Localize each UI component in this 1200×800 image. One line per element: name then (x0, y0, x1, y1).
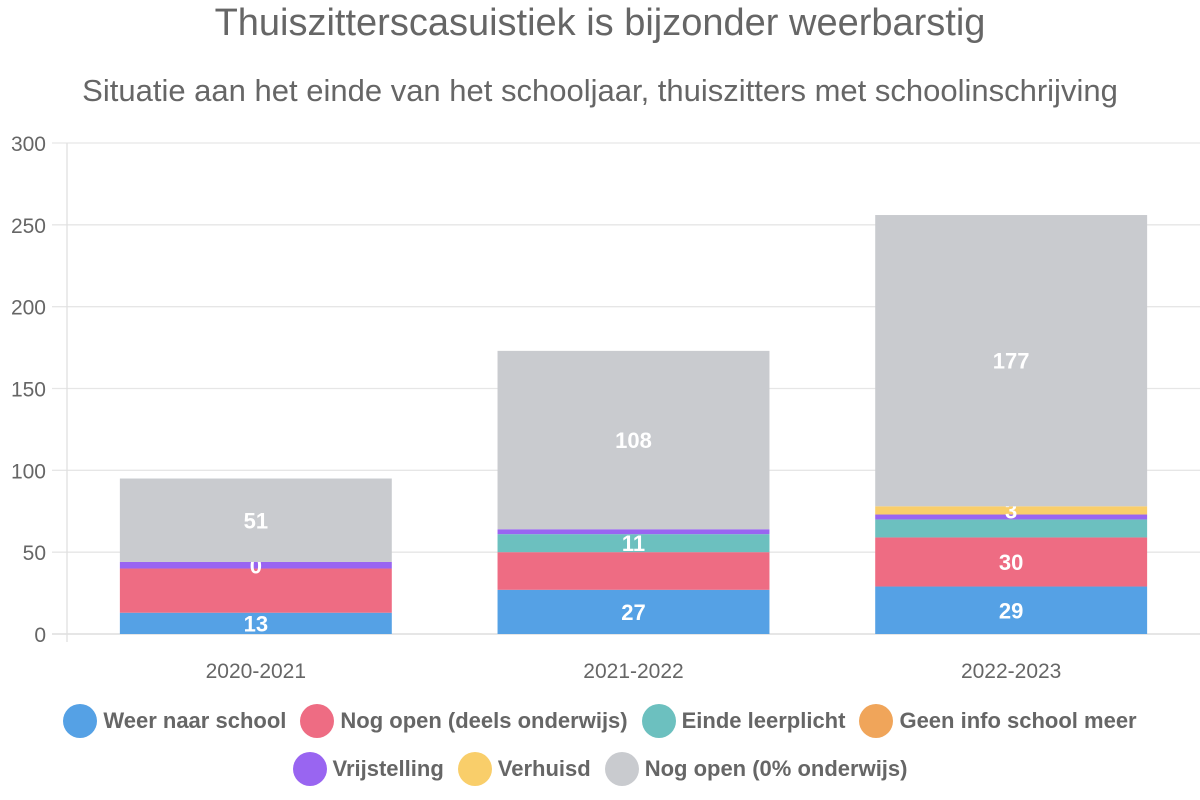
legend-row-1: Weer naar school Nog open (deels onderwi… (0, 704, 1200, 738)
data-label: 30 (999, 550, 1023, 575)
legend-item-nog-open-deels[interactable]: Nog open (deels onderwijs) (300, 704, 628, 738)
chart-title: Thuiszitterscasuistiek is bijzonder weer… (214, 2, 986, 44)
y-tick-label: 200 (11, 297, 46, 320)
data-label: 11 (622, 531, 645, 556)
bar-segment (875, 537, 1148, 587)
bar-segment (875, 519, 1148, 538)
legend-label: Nog open (0% onderwijs) (644, 756, 908, 781)
chart-subtitle: Situatie aan het einde van het schooljaa… (82, 73, 1118, 108)
data-label: 29 (999, 598, 1023, 623)
legend-row-2: Vrijstelling Verhuisd Nog open (0% onder… (0, 752, 1200, 786)
bar-segment (119, 478, 392, 562)
bar-segment (119, 568, 392, 613)
legend-label: Vrijstelling (332, 756, 444, 781)
legend-item-vrijstelling[interactable]: Vrijstelling (292, 752, 444, 786)
x-tick-label: 2021-2022 (583, 660, 683, 683)
data-label: 13 (244, 611, 268, 636)
legend-item-nog-open-nul[interactable]: Nog open (0% onderwijs) (604, 752, 908, 786)
bar-segment (875, 506, 1148, 515)
data-label: 51 (244, 508, 268, 533)
legend-swatch-nog-open-deels (300, 704, 335, 738)
y-tick-label: 250 (11, 215, 46, 238)
y-tick-label: 300 (11, 133, 46, 156)
legend-item-geen-info-school[interactable]: Geen info school meer (859, 704, 1137, 738)
bar-segment (875, 586, 1148, 634)
legend-swatch-weer-naar-school (63, 704, 98, 738)
data-label: 27 (621, 600, 645, 625)
y-tick-label: 0 (34, 624, 46, 647)
bar-segment (497, 589, 770, 634)
bar-segment (497, 552, 770, 590)
legend-item-einde-leerplicht[interactable]: Einde leerplicht (641, 704, 846, 738)
bar-segment (497, 534, 770, 553)
legend-swatch-einde-leerplicht (641, 704, 676, 738)
x-tick-label: 2020-2021 (206, 660, 306, 683)
x-tick-label: 2022-2023 (961, 660, 1061, 683)
y-tick-label: 150 (11, 379, 46, 402)
bar-segment (119, 561, 392, 569)
legend-label: Weer naar school (103, 708, 287, 733)
legend-label: Nog open (deels onderwijs) (340, 708, 628, 733)
legend-swatch-geen-info-school (859, 704, 894, 738)
y-tick-label: 50 (23, 542, 46, 565)
bar-segment (497, 529, 770, 535)
bar-segment (119, 612, 392, 634)
legend-swatch-nog-open-nul (604, 752, 639, 786)
stacked-bar-chart: 050100150200250300130512020-202127111082… (11, 133, 1200, 683)
legend-swatch-verhuisd (457, 752, 492, 786)
legend-item-verhuisd[interactable]: Verhuisd (457, 752, 591, 786)
bar-segment (497, 350, 770, 530)
bar-segment (875, 215, 1148, 507)
legend-label: Verhuisd (497, 756, 591, 781)
legend-label: Einde leerplicht (681, 708, 846, 733)
y-tick-label: 100 (11, 460, 46, 483)
data-label: 177 (993, 349, 1030, 374)
bar-segment (875, 514, 1148, 520)
legend-label: Geen info school meer (899, 708, 1137, 733)
legend-swatch-vrijstelling (292, 752, 327, 786)
data-label: 108 (615, 428, 652, 453)
legend-item-weer-naar-school[interactable]: Weer naar school (63, 704, 286, 738)
